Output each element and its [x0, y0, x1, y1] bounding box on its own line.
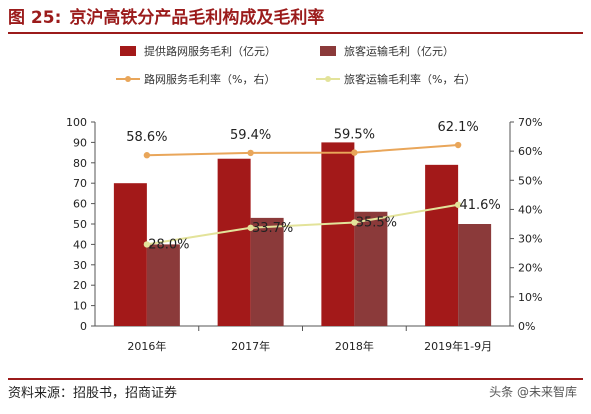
- figure-title: 图 25: 京沪高铁分产品毛利构成及毛利率: [8, 4, 583, 34]
- right-tick-label: 30%: [518, 233, 542, 246]
- line-series-1: [146, 203, 459, 246]
- right-tick-label: 50%: [518, 174, 542, 187]
- source-note: 资料来源：招股书，招商证券: [8, 378, 583, 408]
- data-label-passenger-margin: 33.7%: [252, 221, 293, 236]
- chart-axes: 0 10 20 30 40 50 60 70 80 90 100 0% 10% 20% 30% 40% 50% 6…: [66, 116, 542, 353]
- x-tick-label: 2017年: [231, 339, 270, 353]
- line-point-0-3: [454, 141, 462, 149]
- legend-label-3: 旅客运输毛利率（%，右）: [344, 72, 475, 86]
- legend-marker-3: [325, 76, 331, 82]
- bar-1-1: [250, 217, 284, 326]
- line-point-1-2: [351, 219, 358, 226]
- chart: 提供路网服务毛利（亿元） 旅客运输毛利（亿元） 路网服务毛利率（%，右） 旅客运输毛利…: [66, 44, 542, 353]
- right-tick-label: 60%: [518, 145, 542, 158]
- legend-swatch-0: [120, 46, 136, 56]
- bar-1-2: [354, 211, 388, 326]
- line-point-0-2: [351, 149, 358, 156]
- right-tick-label: 70%: [518, 116, 542, 129]
- right-tick-label: 40%: [518, 203, 542, 216]
- data-label-network-margin: 62.1%: [437, 120, 478, 135]
- left-tick-label: 0: [80, 320, 87, 333]
- left-tick-label: 20: [73, 279, 87, 292]
- legend-swatch-1: [320, 46, 336, 56]
- legend-label-2: 路网服务毛利率（%，右）: [144, 72, 275, 86]
- left-tick-label: 50: [73, 218, 87, 231]
- left-tick-label: 70: [73, 177, 87, 190]
- data-label-passenger-margin: 28.0%: [148, 237, 189, 252]
- line-point-1-0: [143, 241, 151, 248]
- right-tick-label: 0%: [518, 320, 535, 333]
- left-tick-label: 100: [66, 116, 87, 129]
- right-tick-label: 20%: [518, 262, 542, 275]
- bar-1-3: [458, 224, 492, 326]
- x-tick-label: 2018年: [335, 339, 374, 353]
- line-point-1-3: [454, 201, 462, 208]
- legend-marker-2: [125, 76, 131, 82]
- figure-title-text: 京沪高铁分产品毛利构成及毛利率: [69, 8, 325, 28]
- chart-labels: 58.6% 59.4% 59.5% 62.1% 28.0% 33.7% 35.5% 41.6%: [126, 120, 501, 252]
- data-label-passenger-margin: 41.6%: [459, 198, 500, 213]
- left-tick-label: 90: [73, 136, 87, 149]
- left-tick-label: 30: [73, 259, 87, 272]
- bar-0-0: [113, 183, 147, 326]
- data-label-network-margin: 59.4%: [230, 128, 271, 143]
- data-label-network-margin: 59.5%: [334, 128, 375, 143]
- bar-0-2: [321, 142, 355, 326]
- bar-0-1: [217, 158, 251, 326]
- line-point-1-1: [247, 224, 254, 231]
- data-label-passenger-margin: 35.5%: [356, 216, 397, 231]
- left-tick-label: 10: [73, 300, 87, 313]
- watermark: 头条 @未来智库: [489, 385, 577, 399]
- bar-0-3: [425, 164, 459, 326]
- chart-bars: [113, 142, 492, 326]
- right-tick-label: 10%: [518, 291, 542, 304]
- chart-lines: [143, 141, 462, 248]
- line-point-0-0: [143, 152, 151, 159]
- left-tick-label: 40: [73, 238, 87, 251]
- left-tick-label: 80: [73, 157, 87, 170]
- chart-legend: 提供路网服务毛利（亿元） 旅客运输毛利（亿元） 路网服务毛利率（%，右） 旅客运输毛利…: [116, 44, 475, 86]
- x-tick-label: 2019年1-9月: [424, 339, 492, 353]
- line-series-0: [146, 144, 459, 157]
- bar-1-0: [146, 244, 180, 326]
- figure-number: 图 25:: [8, 8, 62, 28]
- line-point-0-1: [247, 149, 254, 157]
- legend-label-0: 提供路网服务毛利（亿元）: [144, 44, 276, 58]
- legend-label-1: 旅客运输毛利（亿元）: [344, 44, 454, 58]
- x-tick-label: 2016年: [127, 339, 166, 353]
- data-label-network-margin: 58.6%: [126, 130, 167, 145]
- left-tick-label: 60: [73, 198, 87, 211]
